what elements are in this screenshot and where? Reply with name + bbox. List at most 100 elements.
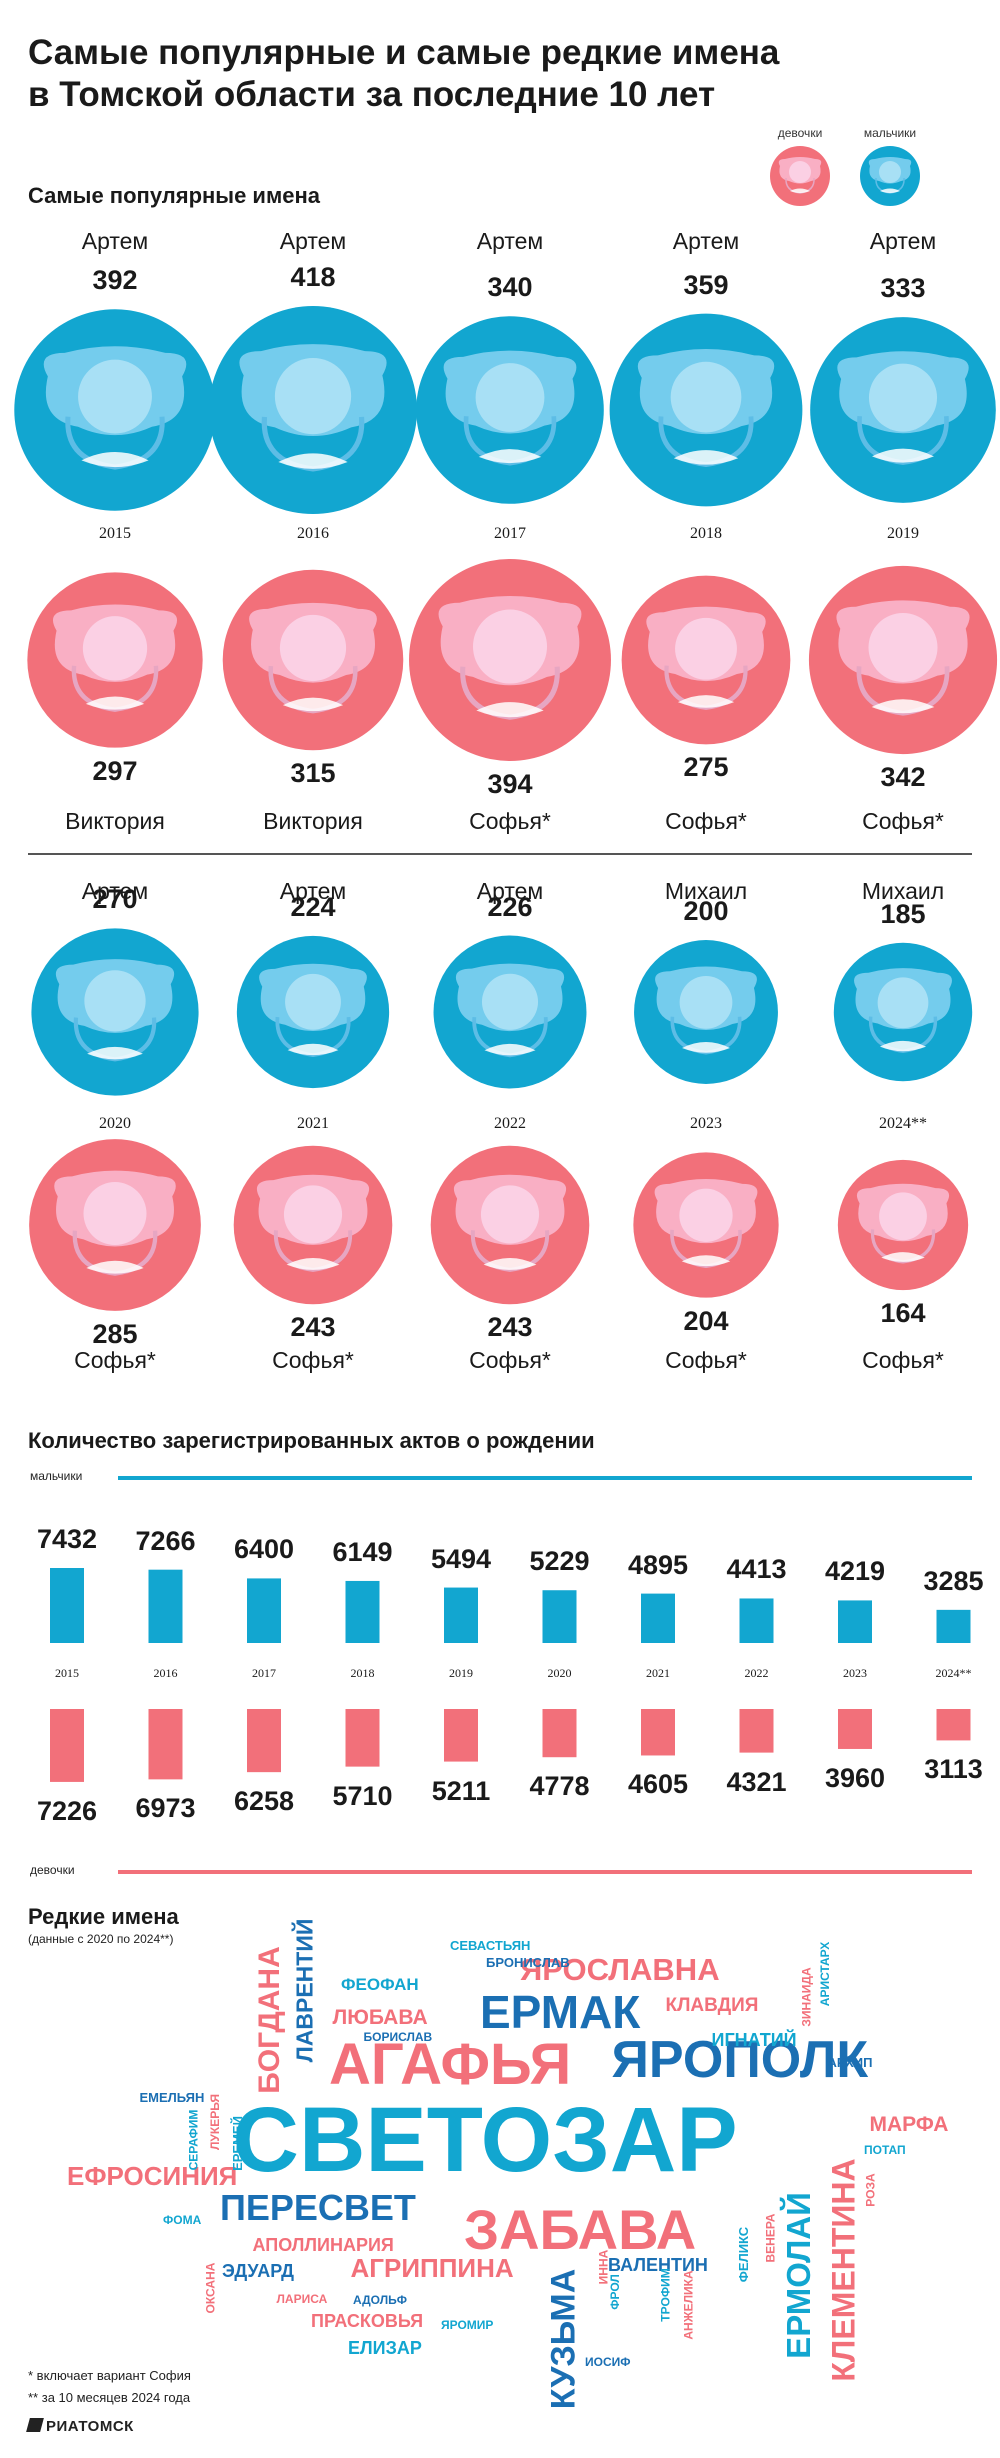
births-girls-line [118,1870,972,1874]
pacifier-nipple [78,359,152,434]
year-label: 2022 [494,1115,526,1132]
rare-name-word: ЕЛИЗАР [348,2338,422,2358]
pacifier-nipple [274,358,352,435]
rare-name-word: АДОЛЬФ [353,2293,407,2307]
pacifier-ring-highlight [85,696,145,710]
pacifier-ring-highlight [673,450,739,465]
girls-births-value: 4778 [529,1771,590,1802]
boy-count-label: 185 [880,898,926,929]
pacifier-nipple [285,973,341,1030]
pacifier-ring-highlight [881,1252,925,1262]
section-divider [28,853,972,855]
rare-name-word: КУЗЬМА [543,2268,582,2410]
rare-name-word: ФОМА [163,2213,202,2227]
girls-births-bar [838,1709,872,1749]
rare-name-word: ЕФРОСИНИЯ [67,2161,238,2191]
pacifier-ring-highlight [287,1043,339,1056]
pacifier-ring-highlight [278,453,348,469]
footnote-2: ** за 10 месяцев 2024 года [28,2390,191,2405]
births-year-label: 2024** [935,1666,972,1680]
boys-births-value: 5494 [430,1543,492,1574]
births-year-label: 2023 [843,1666,867,1680]
girl-name-label: Софья* [272,1347,354,1373]
rare-name-word: ФЕОФАН [341,1974,419,1994]
boys-births-bar [739,1598,774,1643]
rare-name-word: ОКСАНА [202,2262,217,2314]
girl-count-label: 297 [92,755,138,786]
girls-births-value: 6973 [135,1793,196,1824]
births-year-label: 2017 [252,1666,276,1680]
boy-name-label: Артем [81,878,149,904]
pacifier-nipple [877,977,929,1029]
boy-count-label: 224 [290,891,336,922]
rare-name-word: ЕРМАК [480,1986,641,2038]
girls-births-value: 5710 [332,1780,393,1811]
girl-name-label: Софья* [665,808,747,834]
boys-births-value: 3285 [923,1565,984,1596]
boys-births-value: 7266 [135,1525,196,1556]
girls-births-bar [50,1709,84,1782]
boys-births-value: 7432 [36,1524,98,1554]
births-year-label: 2022 [744,1666,769,1680]
births-boys-line [118,1476,972,1480]
rare-name-word: АНЖЕЛИКА [681,2270,696,2340]
year-label: 2021 [297,1115,329,1132]
pacifier-ring [268,665,358,714]
boys-births-bar [148,1569,183,1643]
girls-births-value: 6258 [233,1786,295,1817]
rare-name-word: АРХИП [827,2054,873,2070]
rare-name-word: ПОТАП [864,2143,906,2157]
pacifier-ring-highlight [282,697,344,712]
rare-name-word: ЛАВРЕНТИЙ [291,1918,318,2062]
rare-name-word: АРИСТАРХ [818,1941,833,2007]
boy-name-label: Артем [476,878,544,904]
girls-births-value: 5211 [431,1775,491,1806]
rare-name-word: ЕРМОЛАЙ [779,2191,817,2359]
girl-pacifier-icon [770,146,830,206]
boys-births-bar [542,1590,577,1643]
boys-births-value: 6400 [233,1534,295,1565]
rare-name-word: СВЕТОЗАР [232,2089,738,2191]
title-line-2: в Томской области за последние 10 лет [28,75,716,114]
rare-name-word: ЕРЕМЕЙ [229,2115,245,2171]
rare-name-word: ЗИНАИДА [799,1967,814,2027]
pacifier-nipple [670,361,742,433]
boys-births-value: 6149 [332,1536,393,1567]
births-section-title: Количество зарегистрированных актов о ро… [28,1428,595,1453]
girl-count-label: 394 [487,768,533,799]
rare-name-word: ВЕНЕРА [762,2213,777,2263]
pacifier-ring-highlight [483,1258,537,1270]
boys-births-bar [444,1587,478,1643]
pacifier-nipple [679,976,733,1029]
girl-name-label: Софья* [862,1347,944,1373]
year-label: 2016 [297,525,329,542]
rare-name-word: КЛЕМЕНТИНА [825,2158,862,2382]
boys-births-bar [50,1568,84,1643]
boy-count-label: 359 [683,269,729,300]
boys-births-bar [345,1580,380,1643]
rare-section-title: Редкие имена [28,1904,179,1929]
legend-girls-label: девочки [777,126,823,140]
girls-births-value: 3113 [924,1754,983,1785]
year-label: 2019 [887,525,919,542]
boys-births-bar [838,1600,872,1643]
boy-name-label: Артем [869,228,937,254]
pacifier-nipple [789,161,811,183]
boy-name-label: Артем [672,228,740,254]
rare-name-word: ФЕЛИКС [735,2226,751,2282]
rare-name-word: ФРОЛ [607,2274,622,2310]
rare-name-word: АГРИППИНА [350,2253,514,2283]
pacifier-nipple [82,616,148,681]
rare-name-word: ЗАБАВА [464,2198,697,2261]
year-label: 2024** [879,1115,927,1132]
pacifier-ring-highlight [880,188,900,193]
year-label: 2015 [99,525,131,542]
girl-name-label: Виктория [65,808,165,834]
rare-name-word: СЕВАСТЬЯН [450,1937,531,1953]
boy-count-label: 270 [92,884,138,915]
boy-count-label: 418 [290,262,336,292]
girl-count-label: 164 [880,1298,926,1329]
girl-name-label: Софья* [862,808,944,834]
pacifier-nipple [480,1185,540,1244]
pacifier-ring [670,1016,742,1055]
